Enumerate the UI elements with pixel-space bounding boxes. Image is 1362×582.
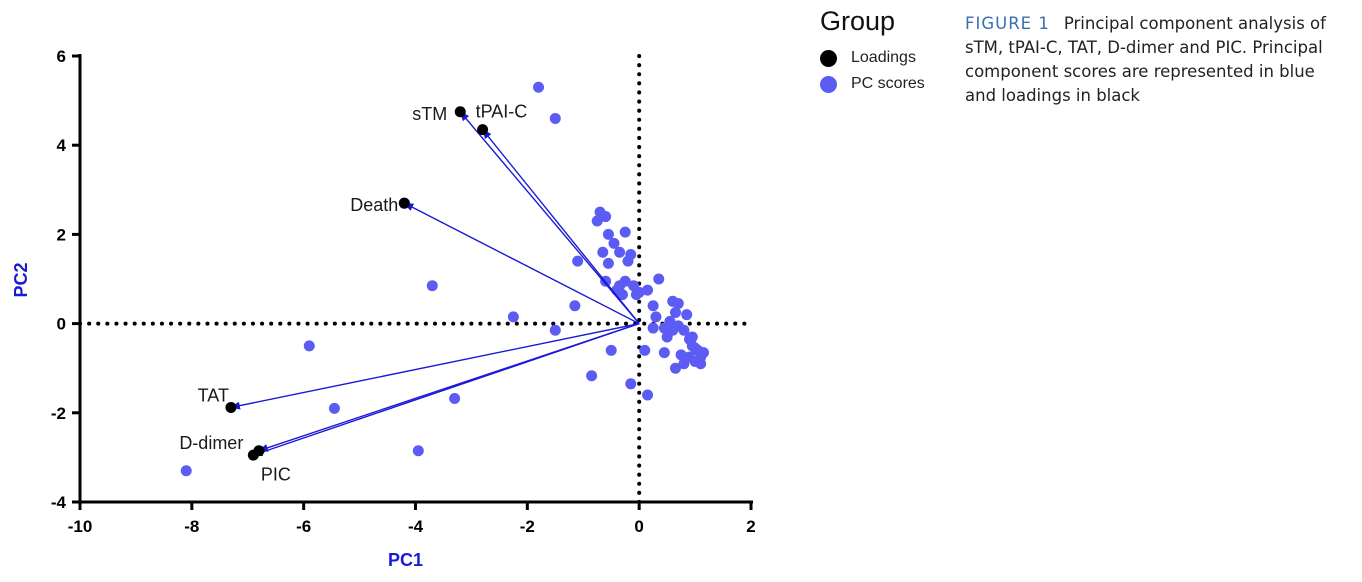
loading-arrow xyxy=(459,110,640,325)
figure-caption: FIGURE 1 Principal component analysis of … xyxy=(965,12,1350,108)
y-tick-label: 4 xyxy=(57,136,67,155)
pc-score-point xyxy=(681,309,693,321)
loading-arrow xyxy=(481,128,640,325)
x-axis-title: PC1 xyxy=(388,550,423,570)
y-tick-label: -4 xyxy=(51,493,67,512)
pc-score-point xyxy=(675,349,687,361)
y-tick-label: 2 xyxy=(57,225,66,244)
pc-score-point xyxy=(602,257,614,269)
loading-arrow xyxy=(229,322,640,410)
pc-score-point xyxy=(630,289,642,301)
pc-score-point xyxy=(619,275,631,287)
pc-score-point xyxy=(619,226,631,238)
pca-biplot: -10 -8 -6 -4 -2 0 2 -4 -2 0 2 4 6 PC1 PC2 sTM tPAI-C Deat… xyxy=(11,47,756,570)
pc-score-point xyxy=(642,389,654,401)
pc-score-point xyxy=(658,347,670,359)
x-tick-label: -4 xyxy=(408,517,424,536)
pc-score-point xyxy=(507,311,519,323)
pc-score-point xyxy=(697,347,709,359)
pc-score-point xyxy=(572,255,584,267)
loading-arrow xyxy=(257,322,640,452)
x-tick-label: 0 xyxy=(634,517,643,536)
y-tick-label: 0 xyxy=(57,315,66,334)
pc-score-point xyxy=(678,358,690,370)
loading-arrow xyxy=(403,202,640,325)
pc-score-point xyxy=(686,331,698,343)
loading-label-stm: sTM xyxy=(412,104,447,124)
legend: Group Loadings PC scores xyxy=(820,6,925,97)
pc-score-point xyxy=(639,344,651,356)
loading-label-pic: PIC xyxy=(261,465,291,485)
pc-score-point xyxy=(426,280,438,292)
pc-score-point xyxy=(642,284,654,296)
pc-score-point xyxy=(533,81,545,93)
loading-label-tpai-c: tPAI-C xyxy=(476,102,528,122)
loading-point xyxy=(477,124,489,136)
y-tick-label: -2 xyxy=(51,404,66,423)
pc-score-point xyxy=(650,311,662,323)
pc-score-point xyxy=(549,112,561,124)
y-tick-label: 6 xyxy=(57,47,66,66)
pc-score-point xyxy=(303,340,315,352)
legend-item-loadings: Loadings xyxy=(820,45,925,71)
pc-score-point xyxy=(653,273,665,285)
legend-title: Group xyxy=(820,6,896,36)
caption-label: FIGURE 1 xyxy=(965,14,1050,33)
x-tick-label: -6 xyxy=(296,517,311,536)
pc-scores-marker-icon xyxy=(820,75,837,93)
x-tick-label: -10 xyxy=(68,517,93,536)
pc-score-point xyxy=(614,246,626,258)
pc-score-point xyxy=(622,255,634,267)
pc-score-point xyxy=(678,324,690,336)
pc-score-point xyxy=(667,324,679,336)
pc-score-point xyxy=(670,306,682,318)
loading-label-tat: TAT xyxy=(198,385,229,405)
loading-label-death: Death xyxy=(350,195,398,215)
pc-score-point xyxy=(672,298,684,310)
pc-score-point xyxy=(605,344,617,356)
pc-score-point xyxy=(180,465,192,477)
pc-score-point xyxy=(670,362,682,374)
pc-score-point xyxy=(658,322,670,334)
loadings-marker-icon xyxy=(820,49,837,67)
pc-score-point xyxy=(597,246,609,258)
loading-label-d-dimer: D-dimer xyxy=(179,433,243,453)
pc-score-point xyxy=(549,324,561,336)
pc-score-point xyxy=(616,289,628,301)
pc-score-point xyxy=(647,300,659,312)
pc-score-point xyxy=(647,322,659,334)
pc-score-point xyxy=(449,393,461,405)
pc-score-point xyxy=(695,358,707,370)
pc-score-point xyxy=(600,211,612,223)
pc-score-point xyxy=(586,370,598,382)
pc-score-point xyxy=(569,300,581,312)
legend-item-pc-scores: PC scores xyxy=(820,71,925,97)
pc-score-point xyxy=(412,445,424,457)
legend-label-pc-scores: PC scores xyxy=(851,75,925,92)
pc-score-point xyxy=(602,228,614,240)
x-tick-label: 2 xyxy=(746,517,755,536)
pc-score-point xyxy=(591,215,603,227)
pc-score-point xyxy=(625,378,637,390)
y-axis-title: PC2 xyxy=(11,262,31,297)
pc-score-point xyxy=(328,402,340,414)
loading-point xyxy=(398,197,410,209)
legend-label-loadings: Loadings xyxy=(851,49,916,66)
x-tick-label: -2 xyxy=(520,517,535,536)
loading-point xyxy=(253,445,265,457)
x-tick-label: -8 xyxy=(184,517,199,536)
loading-point xyxy=(225,401,237,413)
caption-text: Principal component analysis of sTM, tPA… xyxy=(965,14,1326,105)
loading-point xyxy=(454,106,466,118)
pc-score-point xyxy=(608,237,620,249)
